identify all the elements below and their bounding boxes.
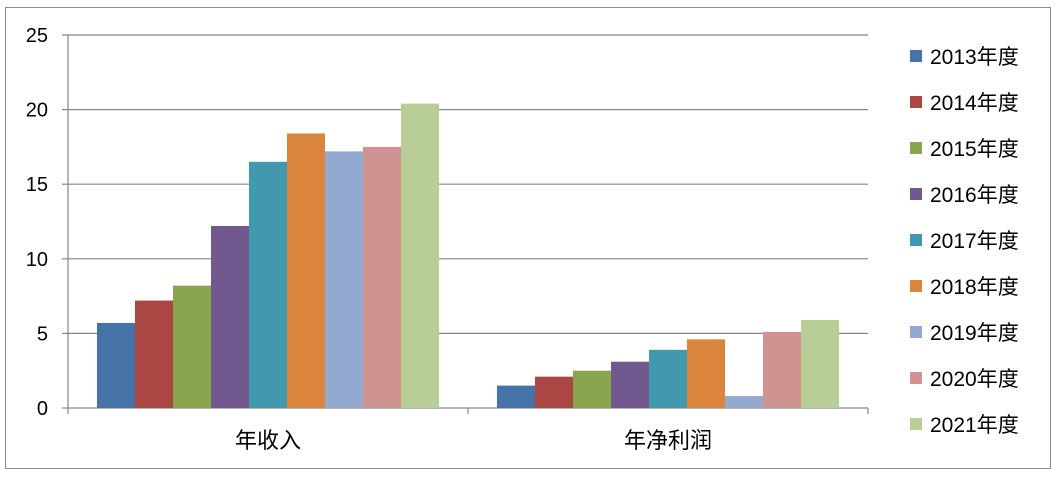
legend-swatch <box>910 50 922 62</box>
bar <box>573 370 611 408</box>
bar <box>173 285 211 408</box>
y-tick-label: 10 <box>26 249 48 271</box>
bar <box>363 146 401 408</box>
bar <box>611 361 649 408</box>
y-tick-label: 20 <box>26 100 48 122</box>
legend-swatch <box>910 188 922 200</box>
legend-swatch <box>910 142 922 154</box>
bar <box>801 319 839 408</box>
y-tick-label: 0 <box>37 398 48 420</box>
legend-label: 2019年度 <box>930 322 1019 345</box>
legend-swatch <box>910 326 922 338</box>
legend-label: 2018年度 <box>930 276 1019 299</box>
bar <box>287 133 325 409</box>
bar <box>535 376 573 408</box>
bar <box>649 349 687 408</box>
legend-swatch <box>910 234 922 246</box>
legend-label: 2021年度 <box>930 414 1019 437</box>
bar <box>325 151 363 408</box>
y-tick-label: 5 <box>37 323 48 345</box>
legend-swatch <box>910 280 922 292</box>
legend-label: 2020年度 <box>930 368 1019 391</box>
y-tick-label: 15 <box>26 174 48 196</box>
y-tick-label: 25 <box>26 25 48 47</box>
bar <box>135 300 173 408</box>
x-tick-label: 年收入 <box>235 428 301 453</box>
legend-swatch <box>910 372 922 384</box>
bar <box>763 331 801 408</box>
bar <box>97 322 135 408</box>
legend-swatch <box>910 96 922 108</box>
legend-label: 2017年度 <box>930 230 1019 253</box>
bar <box>401 103 439 408</box>
legend-label: 2016年度 <box>930 184 1019 207</box>
bar <box>497 385 535 408</box>
bar <box>211 225 249 408</box>
bar <box>687 339 725 408</box>
legend-label: 2013年度 <box>930 46 1019 69</box>
legend-label: 2014年度 <box>930 92 1019 115</box>
legend-label: 2015年度 <box>930 138 1019 161</box>
bar <box>249 161 287 408</box>
bar <box>725 396 763 408</box>
legend-swatch <box>910 418 922 430</box>
x-tick-label: 年净利润 <box>624 428 712 453</box>
